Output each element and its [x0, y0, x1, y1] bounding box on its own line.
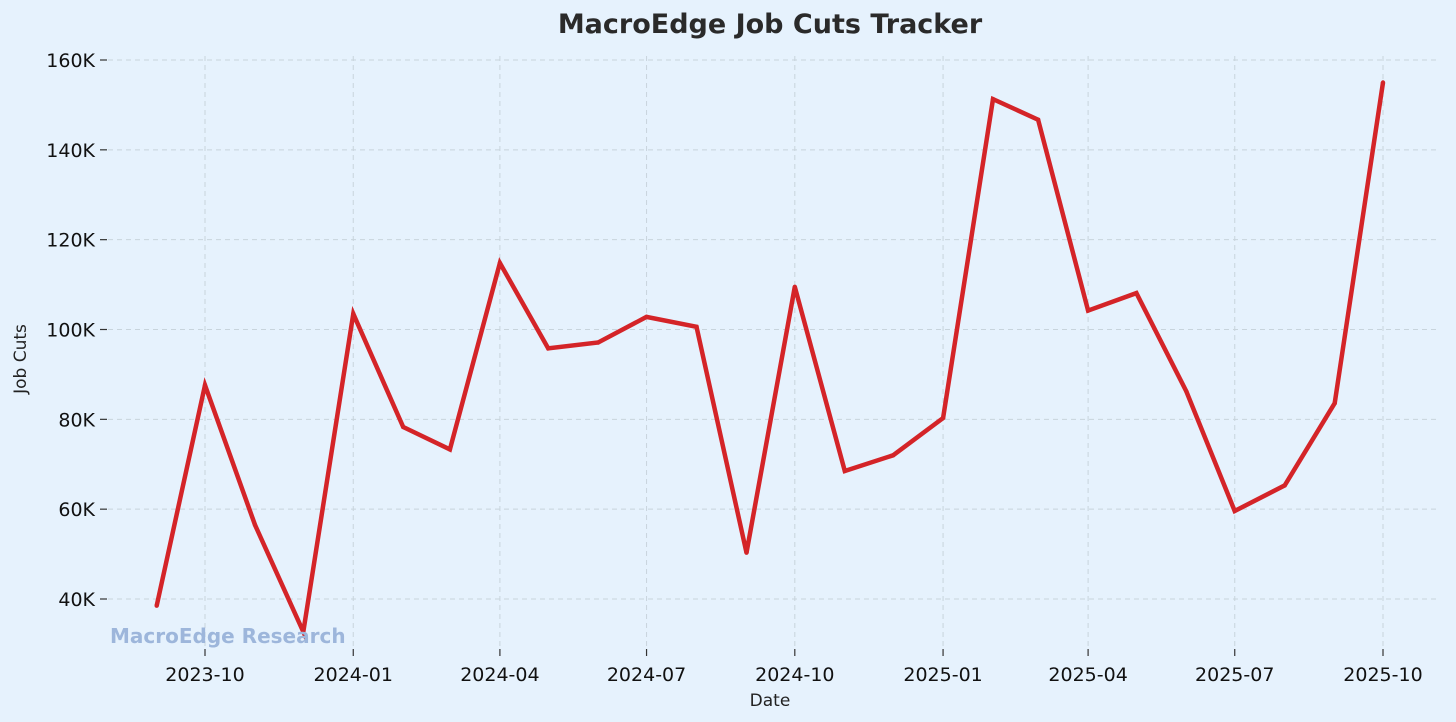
y-axis-label: Job Cuts [11, 324, 31, 395]
data-point [842, 468, 847, 474]
data-point [351, 311, 356, 316]
x-tick-label: 2024-07 [607, 664, 686, 686]
grid-layer [108, 56, 1440, 648]
data-point [990, 96, 996, 102]
x-tick-label: 2025-10 [1343, 664, 1422, 686]
x-tick-label: 2024-04 [460, 664, 539, 686]
y-tick-label: 40K [58, 589, 95, 611]
chart-title: MacroEdge Job Cuts Tracker [558, 9, 983, 40]
data-point [1134, 290, 1139, 296]
data-point [252, 522, 258, 528]
data-point [202, 383, 208, 388]
data-point [1035, 117, 1041, 122]
x-axis-label: Date [750, 691, 791, 711]
data-point [744, 550, 749, 555]
x-tick-label: 2024-01 [314, 664, 393, 686]
data-point [1380, 80, 1386, 85]
job-cuts-series-line [154, 82, 1386, 640]
data-point [301, 629, 306, 634]
x-tick-label: 2025-07 [1195, 664, 1274, 686]
y-tick-label: 100K [46, 320, 95, 342]
x-tick-label: 2025-04 [1048, 664, 1127, 686]
y-tick-label: 140K [46, 140, 95, 162]
series-layer [154, 80, 1386, 640]
data-point [940, 415, 946, 421]
data-point [1085, 308, 1091, 313]
watermark-text: MacroEdge Research [110, 624, 346, 648]
x-axis: 2023-10 2024-01 2024-04 2024-07 2024-10 2025-… [165, 649, 1423, 686]
data-point [792, 284, 797, 289]
data-point [1332, 401, 1337, 406]
y-tick-label: 120K [46, 230, 95, 252]
data-point [1282, 483, 1287, 488]
y-axis: 40K 60K 80K 100K 120K 140K 160K [46, 50, 107, 611]
data-point [1184, 389, 1189, 394]
x-tick-label: 2024-10 [755, 664, 834, 686]
x-tick-label: 2025-01 [903, 664, 982, 686]
data-point [401, 424, 406, 430]
y-tick-label: 60K [58, 499, 95, 521]
y-tick-label: 160K [46, 50, 95, 72]
data-point [644, 314, 649, 320]
data-point [890, 453, 896, 458]
data-point [1232, 508, 1237, 514]
data-point [546, 346, 551, 351]
data-point [694, 324, 699, 329]
data-point [154, 603, 159, 608]
data-point [596, 340, 601, 345]
x-tick-label: 2023-10 [165, 664, 244, 686]
y-tick-label: 80K [58, 409, 95, 431]
data-point [447, 447, 453, 452]
data-point [497, 260, 503, 266]
